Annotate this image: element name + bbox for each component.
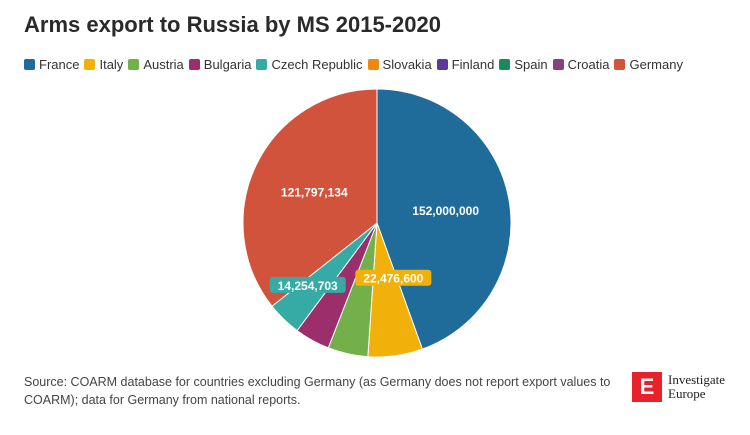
logo-mark: E — [632, 372, 662, 402]
legend-item[interactable]: Finland — [436, 57, 495, 72]
legend-swatch — [499, 59, 511, 70]
logo-line-2: Europe — [668, 386, 706, 401]
data-label-germany: 121,797,134 — [281, 186, 348, 200]
legend-swatch — [24, 59, 35, 70]
logo-line-1: Investigate — [668, 372, 726, 387]
legend-label: Czech Republic — [271, 57, 363, 72]
legend-swatch — [552, 59, 564, 70]
legend-swatch — [128, 59, 140, 70]
legend-label: Spain — [514, 57, 548, 72]
legend-label: Croatia — [567, 57, 610, 72]
pie-chart: 152,000,000 22,476,600 14,254,703 121,797,1… — [242, 88, 512, 358]
legend-item[interactable]: Germany — [614, 57, 683, 72]
chart-title: Arms export to Russia by MS 2015-2020 — [24, 12, 441, 37]
logo-text: Investigate Europe — [668, 373, 725, 401]
legend-swatch — [188, 59, 200, 70]
legend-label: Bulgaria — [203, 57, 252, 72]
legend-item[interactable]: Spain — [499, 57, 548, 72]
legend-item[interactable]: Slovakia — [367, 57, 432, 72]
legend-item[interactable]: Bulgaria — [188, 57, 252, 72]
data-label-czech-republic: 14,254,703 — [278, 279, 338, 293]
pie-slice-germany[interactable] — [242, 88, 378, 307]
legend-swatch — [256, 59, 268, 70]
legend: France Italy Austria Bulgaria Czech Republic… — [24, 57, 688, 72]
source-note: Source: COARM database for countries exc… — [24, 375, 611, 407]
investigate-europe-logo: E Investigate Europe — [632, 372, 725, 402]
data-label-italy: 22,476,600 — [363, 272, 423, 286]
legend-swatch — [614, 59, 626, 70]
data-label-france: 152,000,000 — [412, 204, 479, 218]
legend-swatch — [84, 59, 96, 70]
legend-item[interactable]: France — [24, 57, 79, 72]
legend-swatch — [436, 59, 448, 70]
legend-label: Austria — [143, 57, 184, 72]
legend-label: Germany — [629, 57, 683, 72]
legend-label: Finland — [451, 57, 495, 72]
legend-item[interactable]: Austria — [128, 57, 184, 72]
data-label-background — [269, 276, 346, 293]
legend-label: Slovakia — [382, 57, 432, 72]
legend-item[interactable]: Croatia — [552, 57, 610, 72]
data-label-background — [355, 269, 432, 286]
legend-swatch — [367, 59, 379, 70]
legend-label: Italy — [99, 57, 124, 72]
legend-item[interactable]: Italy — [84, 57, 123, 72]
legend-item[interactable]: Czech Republic — [256, 57, 363, 72]
legend-label: France — [39, 57, 80, 72]
